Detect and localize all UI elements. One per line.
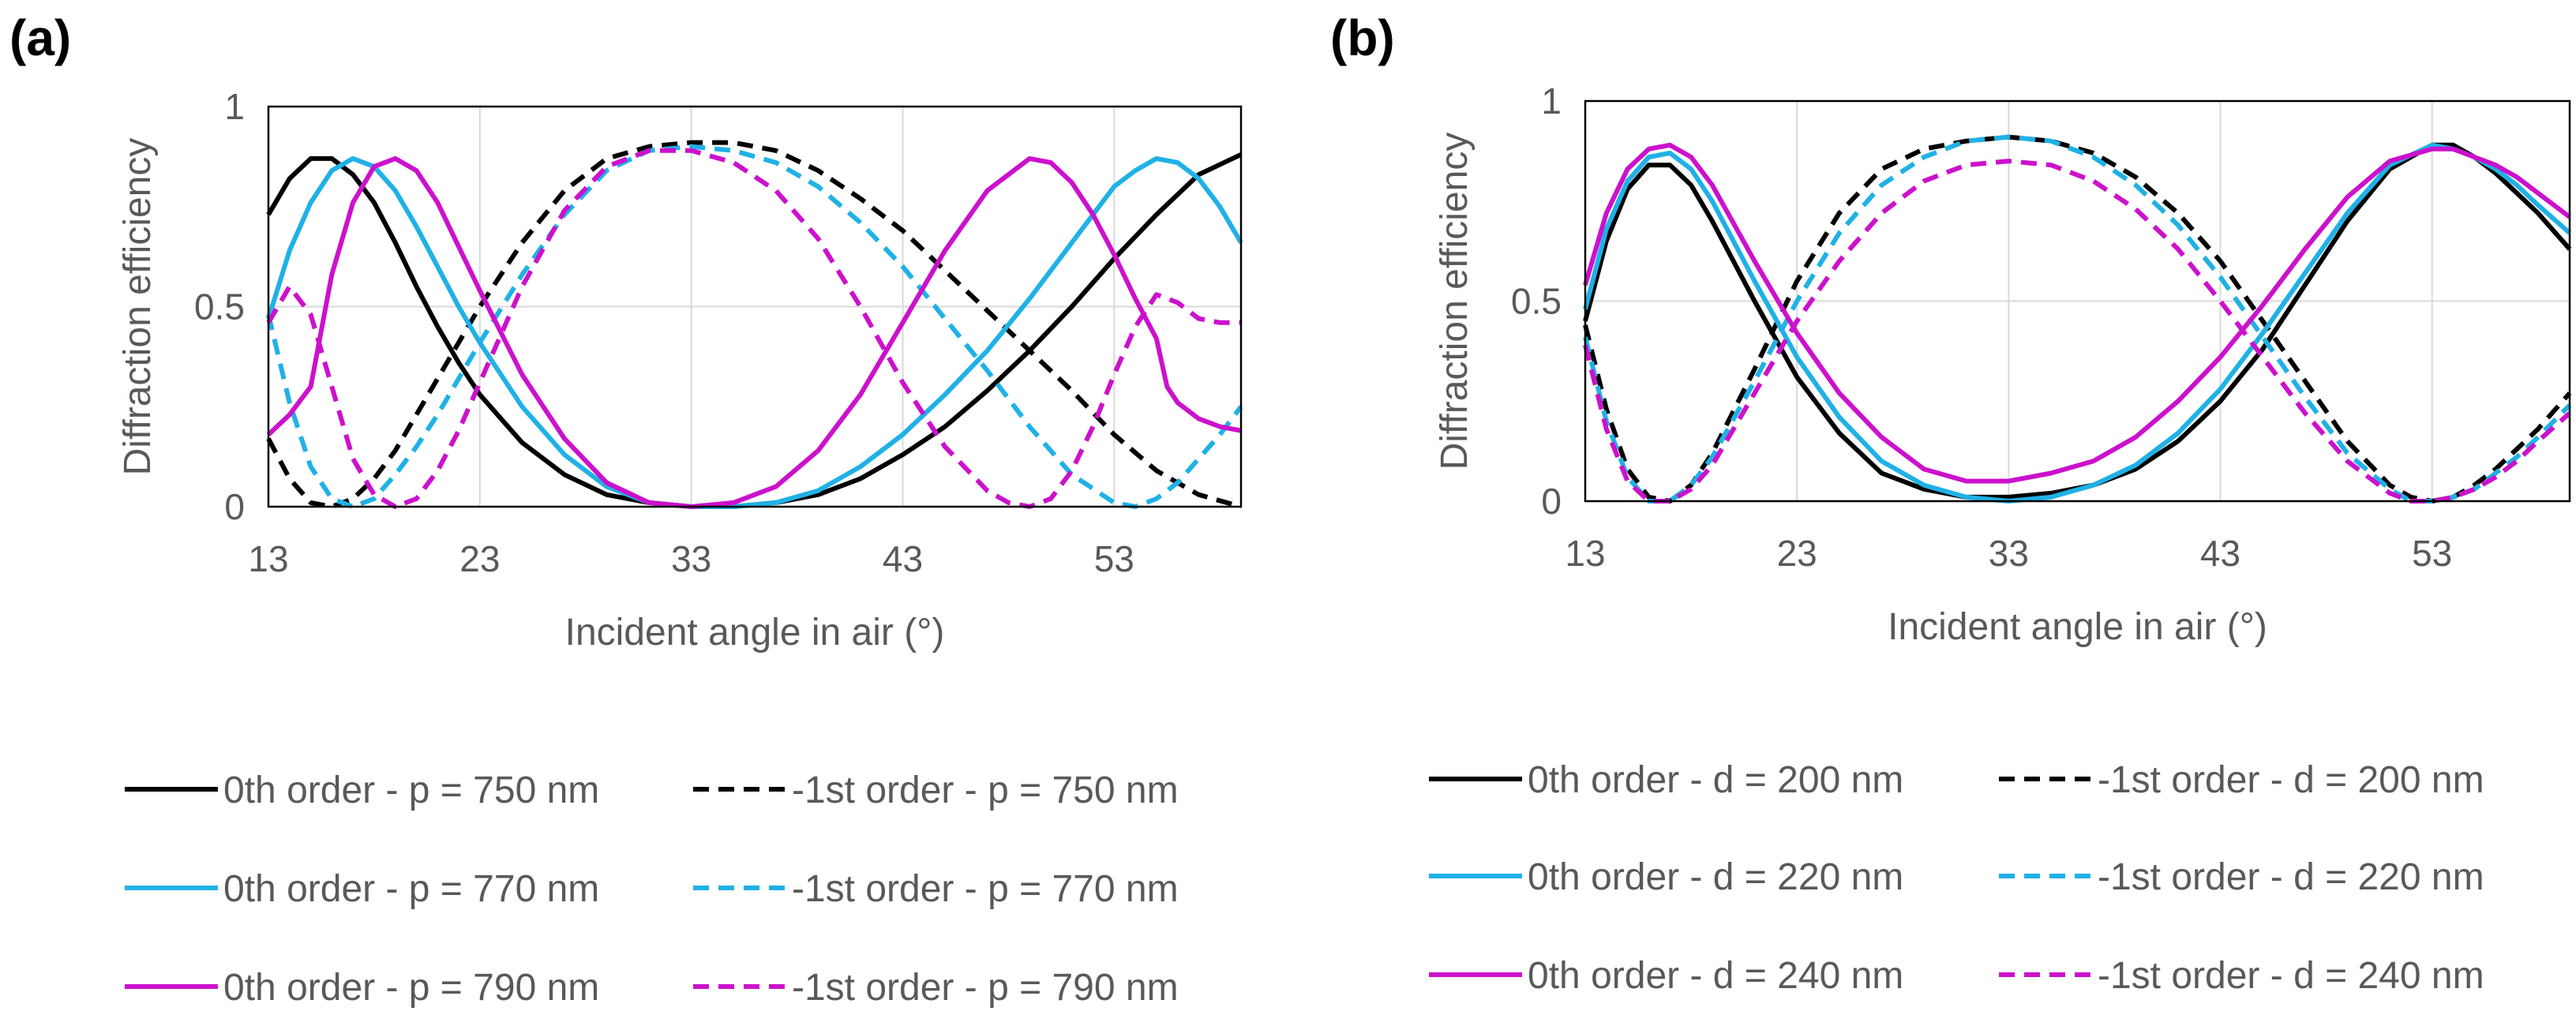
legend-label-3: 0th order - d = 220 nm [1528, 856, 1903, 898]
legend-label-4: -1st order - d = 220 nm [2098, 856, 2484, 898]
series-line-4 [266, 144, 1243, 509]
legend-label-1: 0th order - d = 200 nm [1528, 759, 1903, 801]
legend-label-4: -1st order - p = 770 nm [792, 868, 1179, 910]
x-tick-label: 53 [2412, 533, 2452, 574]
series-line-6 [266, 148, 1241, 509]
y-tick-label: 1 [1541, 81, 1562, 122]
legend-label-2: -1st order - p = 750 nm [792, 770, 1179, 811]
y-tick-label: 0 [1541, 481, 1562, 522]
x-tick-label: 33 [671, 538, 711, 579]
x-tick-label: 13 [248, 538, 288, 579]
series-line-4 [1583, 134, 2572, 504]
legend-label-1: 0th order - p = 750 nm [223, 770, 599, 811]
legend-label-6: -1st order - p = 790 nm [792, 967, 1179, 1009]
legend: 0th order - p = 750 nm -1st order - p = 7… [125, 770, 1179, 1009]
legend-label-5: 0th order - d = 240 nm [1528, 955, 1903, 997]
y-tick-label: 0.5 [1511, 281, 1562, 322]
x-tick-label: 23 [1777, 533, 1817, 574]
y-tick-label: 0 [224, 486, 245, 527]
x-axis-title: Incident angle in air (°) [565, 612, 945, 653]
y-axis-title: Diffraction efficiency [117, 138, 159, 476]
legend: 0th order - d = 200 nm -1st order - d = 2… [1429, 759, 2484, 997]
y-axis-title: Diffraction efficiency [1434, 133, 1475, 470]
series-line-1 [266, 152, 1243, 509]
panel-label: (a) [9, 9, 71, 66]
x-tick-label: 43 [883, 538, 923, 579]
plot-area [267, 105, 1243, 508]
x-tick-label: 13 [1565, 533, 1605, 574]
series-line-2 [1583, 134, 2572, 504]
x-axis-title: Incident angle in air (°) [1888, 606, 2267, 648]
series-line-1 [1583, 142, 2572, 500]
x-tick-label: 53 [1094, 538, 1134, 579]
x-tick-label: 43 [2200, 533, 2240, 574]
legend-label-3: 0th order - p = 770 nm [223, 868, 599, 910]
plot-area [1584, 99, 2571, 503]
chart-panel-a: (a) 13 23 33 43 53 0 0.5 1 Incident angle in air … [9, 9, 1243, 1009]
chart-panel-b: (b) 13 23 33 43 53 0 0.5 1 Incident angle in air … [1330, 9, 2572, 997]
y-tick-label: 1 [224, 86, 245, 127]
x-tick-label: 23 [459, 538, 500, 579]
series-line-6 [1583, 159, 2571, 504]
x-tick-label: 33 [1989, 533, 2029, 574]
series-line-5 [1583, 142, 2571, 484]
series-line-3 [1583, 142, 2571, 504]
legend-label-2: -1st order - d = 200 nm [2098, 759, 2484, 801]
panel-label: (b) [1330, 9, 1395, 66]
legend-label-6: -1st order - d = 240 nm [2098, 955, 2484, 997]
y-tick-label: 0.5 [194, 286, 245, 328]
legend-label-5: 0th order - p = 790 nm [223, 967, 599, 1009]
series-line-3 [266, 155, 1243, 509]
